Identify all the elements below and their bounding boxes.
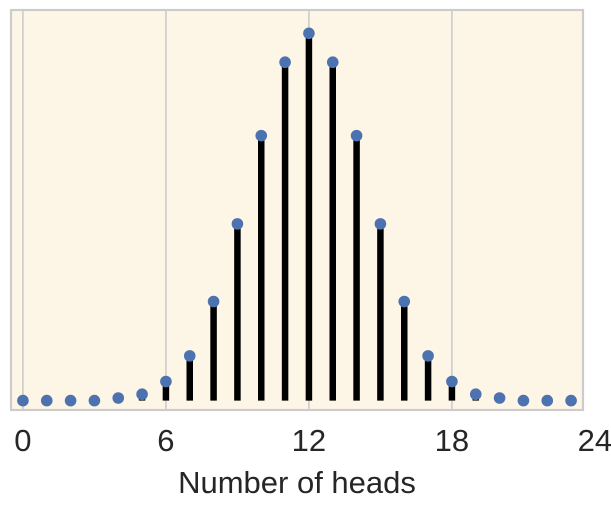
x-tick-label-4: 24 [578,423,611,458]
x-axis-label: Number of heads [178,465,416,500]
data-point-2 [64,394,77,407]
data-point-20 [493,392,506,404]
x-tick-labels: 0 6 12 18 24 [14,423,611,458]
data-point-19 [469,388,482,401]
data-point-0 [17,394,29,407]
data-point-10 [255,129,268,142]
data-point-21 [517,394,530,407]
data-point-8 [207,295,220,308]
data-point-1 [40,394,53,407]
data-point-5 [136,388,148,401]
plot-area [11,10,583,410]
data-point-18 [446,375,458,388]
data-point-11 [279,56,291,69]
data-point-22 [541,394,554,407]
data-point-23 [565,394,577,407]
data-point-12 [303,27,315,40]
x-tick-label-3: 18 [435,423,469,458]
x-tick-label-2: 12 [292,423,326,458]
data-point-16 [398,295,411,308]
data-point-13 [326,56,339,69]
data-point-4 [112,392,125,404]
data-point-15 [374,218,387,230]
data-point-6 [160,375,172,388]
data-points [17,27,577,407]
data-point-3 [88,394,101,407]
data-point-7 [183,350,196,362]
data-point-17 [422,350,434,362]
stems [115,33,503,401]
x-tick-label-0: 0 [14,423,31,458]
x-tick-label-1: 6 [157,423,174,458]
data-point-14 [350,129,363,142]
plot-border [9,8,585,412]
data-point-9 [231,218,244,230]
